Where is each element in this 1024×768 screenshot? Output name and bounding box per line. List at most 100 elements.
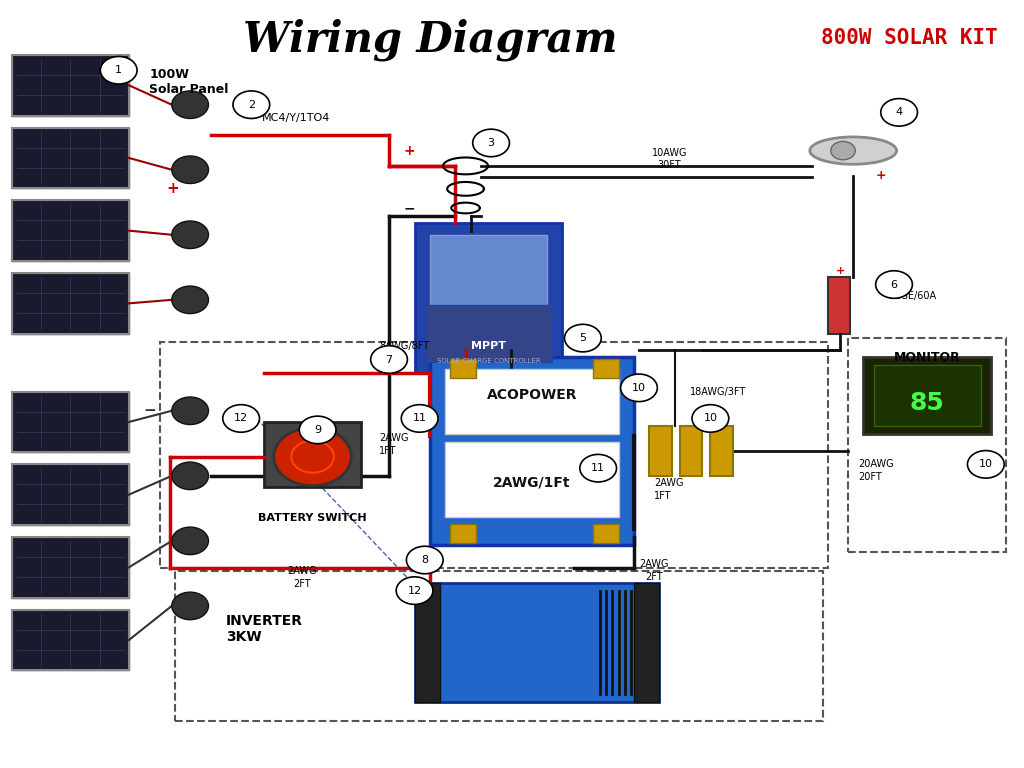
Text: 85: 85 — [909, 391, 944, 415]
Text: 2AWG: 2AWG — [379, 432, 409, 442]
Circle shape — [273, 428, 351, 486]
Circle shape — [968, 451, 1005, 478]
Text: 1FT: 1FT — [379, 445, 396, 455]
Text: 1: 1 — [116, 65, 122, 75]
Text: 10: 10 — [703, 413, 718, 423]
Text: +: + — [166, 181, 179, 197]
Circle shape — [881, 98, 918, 126]
Text: +: + — [403, 144, 416, 157]
Circle shape — [621, 374, 657, 402]
FancyBboxPatch shape — [425, 306, 552, 362]
Text: 20FT: 20FT — [858, 472, 882, 482]
Text: 12: 12 — [234, 413, 248, 423]
FancyBboxPatch shape — [263, 422, 361, 488]
Circle shape — [172, 286, 209, 313]
Circle shape — [172, 592, 209, 620]
Circle shape — [580, 455, 616, 482]
FancyBboxPatch shape — [593, 359, 618, 378]
Circle shape — [396, 577, 433, 604]
Circle shape — [407, 546, 443, 574]
Circle shape — [291, 441, 334, 472]
FancyBboxPatch shape — [680, 426, 702, 476]
FancyBboxPatch shape — [430, 357, 634, 545]
Circle shape — [473, 129, 509, 157]
FancyBboxPatch shape — [445, 442, 618, 517]
Circle shape — [172, 397, 209, 425]
Circle shape — [172, 221, 209, 249]
FancyBboxPatch shape — [711, 426, 733, 476]
Text: 8AWG/8FT: 8AWG/8FT — [379, 341, 429, 351]
Text: MC4/Y/1TO4: MC4/Y/1TO4 — [261, 114, 330, 124]
Text: 2AWG/1Ft: 2AWG/1Ft — [494, 476, 570, 490]
Circle shape — [233, 91, 269, 118]
Circle shape — [172, 527, 209, 554]
FancyBboxPatch shape — [415, 583, 440, 701]
Circle shape — [172, 156, 209, 184]
Text: 10: 10 — [979, 459, 993, 469]
FancyBboxPatch shape — [11, 610, 129, 670]
Text: 2FT: 2FT — [294, 580, 311, 590]
Text: 11: 11 — [591, 463, 605, 473]
FancyBboxPatch shape — [11, 127, 129, 188]
Text: 9: 9 — [314, 425, 322, 435]
Text: 12: 12 — [408, 586, 422, 596]
Text: 100W: 100W — [150, 68, 189, 81]
Circle shape — [876, 271, 912, 298]
Text: 2: 2 — [248, 100, 255, 110]
Text: 11: 11 — [413, 413, 427, 423]
Text: Solar Panel: Solar Panel — [150, 83, 228, 96]
Text: 4: 4 — [896, 108, 903, 118]
Circle shape — [371, 346, 408, 373]
FancyBboxPatch shape — [415, 583, 659, 701]
FancyBboxPatch shape — [451, 359, 476, 378]
FancyBboxPatch shape — [11, 392, 129, 452]
Circle shape — [172, 462, 209, 490]
Circle shape — [172, 91, 209, 118]
Circle shape — [223, 405, 259, 432]
Text: 5: 5 — [580, 333, 587, 343]
FancyBboxPatch shape — [415, 223, 562, 372]
FancyBboxPatch shape — [593, 524, 618, 543]
FancyBboxPatch shape — [649, 426, 672, 476]
Text: 3: 3 — [487, 138, 495, 148]
Circle shape — [830, 141, 855, 160]
Text: −: − — [403, 201, 416, 215]
Text: Wiring Diagram: Wiring Diagram — [243, 18, 617, 61]
FancyBboxPatch shape — [451, 524, 476, 543]
Text: INVERTER: INVERTER — [226, 614, 303, 628]
Text: 20AWG: 20AWG — [858, 459, 894, 469]
Text: MONITOR: MONITOR — [894, 351, 961, 364]
Text: 10: 10 — [632, 382, 646, 392]
FancyBboxPatch shape — [430, 235, 547, 310]
Circle shape — [692, 405, 729, 432]
Text: 1FT: 1FT — [654, 492, 672, 502]
Text: ACOPOWER: ACOPOWER — [486, 389, 578, 402]
Text: −: − — [143, 403, 156, 419]
Text: 7: 7 — [385, 355, 392, 365]
Text: 800W SOLAR KIT: 800W SOLAR KIT — [821, 28, 997, 48]
Text: 3KW: 3KW — [226, 630, 261, 644]
FancyBboxPatch shape — [634, 583, 659, 701]
FancyBboxPatch shape — [863, 357, 991, 434]
Text: 30FT: 30FT — [657, 161, 681, 170]
Ellipse shape — [810, 137, 897, 164]
FancyBboxPatch shape — [11, 200, 129, 261]
Text: 18AWG/3FT: 18AWG/3FT — [690, 386, 746, 396]
Text: 8: 8 — [421, 555, 428, 565]
FancyBboxPatch shape — [827, 277, 850, 334]
Text: SOLAR CHARGE CONTROLLER: SOLAR CHARGE CONTROLLER — [436, 358, 541, 363]
Text: BATTERY SWITCH: BATTERY SWITCH — [258, 513, 367, 523]
Text: 2AWG: 2AWG — [288, 567, 317, 577]
Circle shape — [299, 416, 336, 444]
Text: FUSE/60A: FUSE/60A — [889, 291, 936, 301]
FancyBboxPatch shape — [873, 365, 981, 426]
Circle shape — [100, 57, 137, 84]
Text: +: + — [876, 170, 886, 182]
FancyBboxPatch shape — [11, 465, 129, 525]
Text: 6: 6 — [891, 280, 897, 290]
Circle shape — [564, 324, 601, 352]
Text: 2AWG: 2AWG — [654, 478, 684, 488]
FancyBboxPatch shape — [11, 55, 129, 115]
FancyBboxPatch shape — [445, 369, 618, 435]
Text: +: + — [837, 266, 846, 276]
